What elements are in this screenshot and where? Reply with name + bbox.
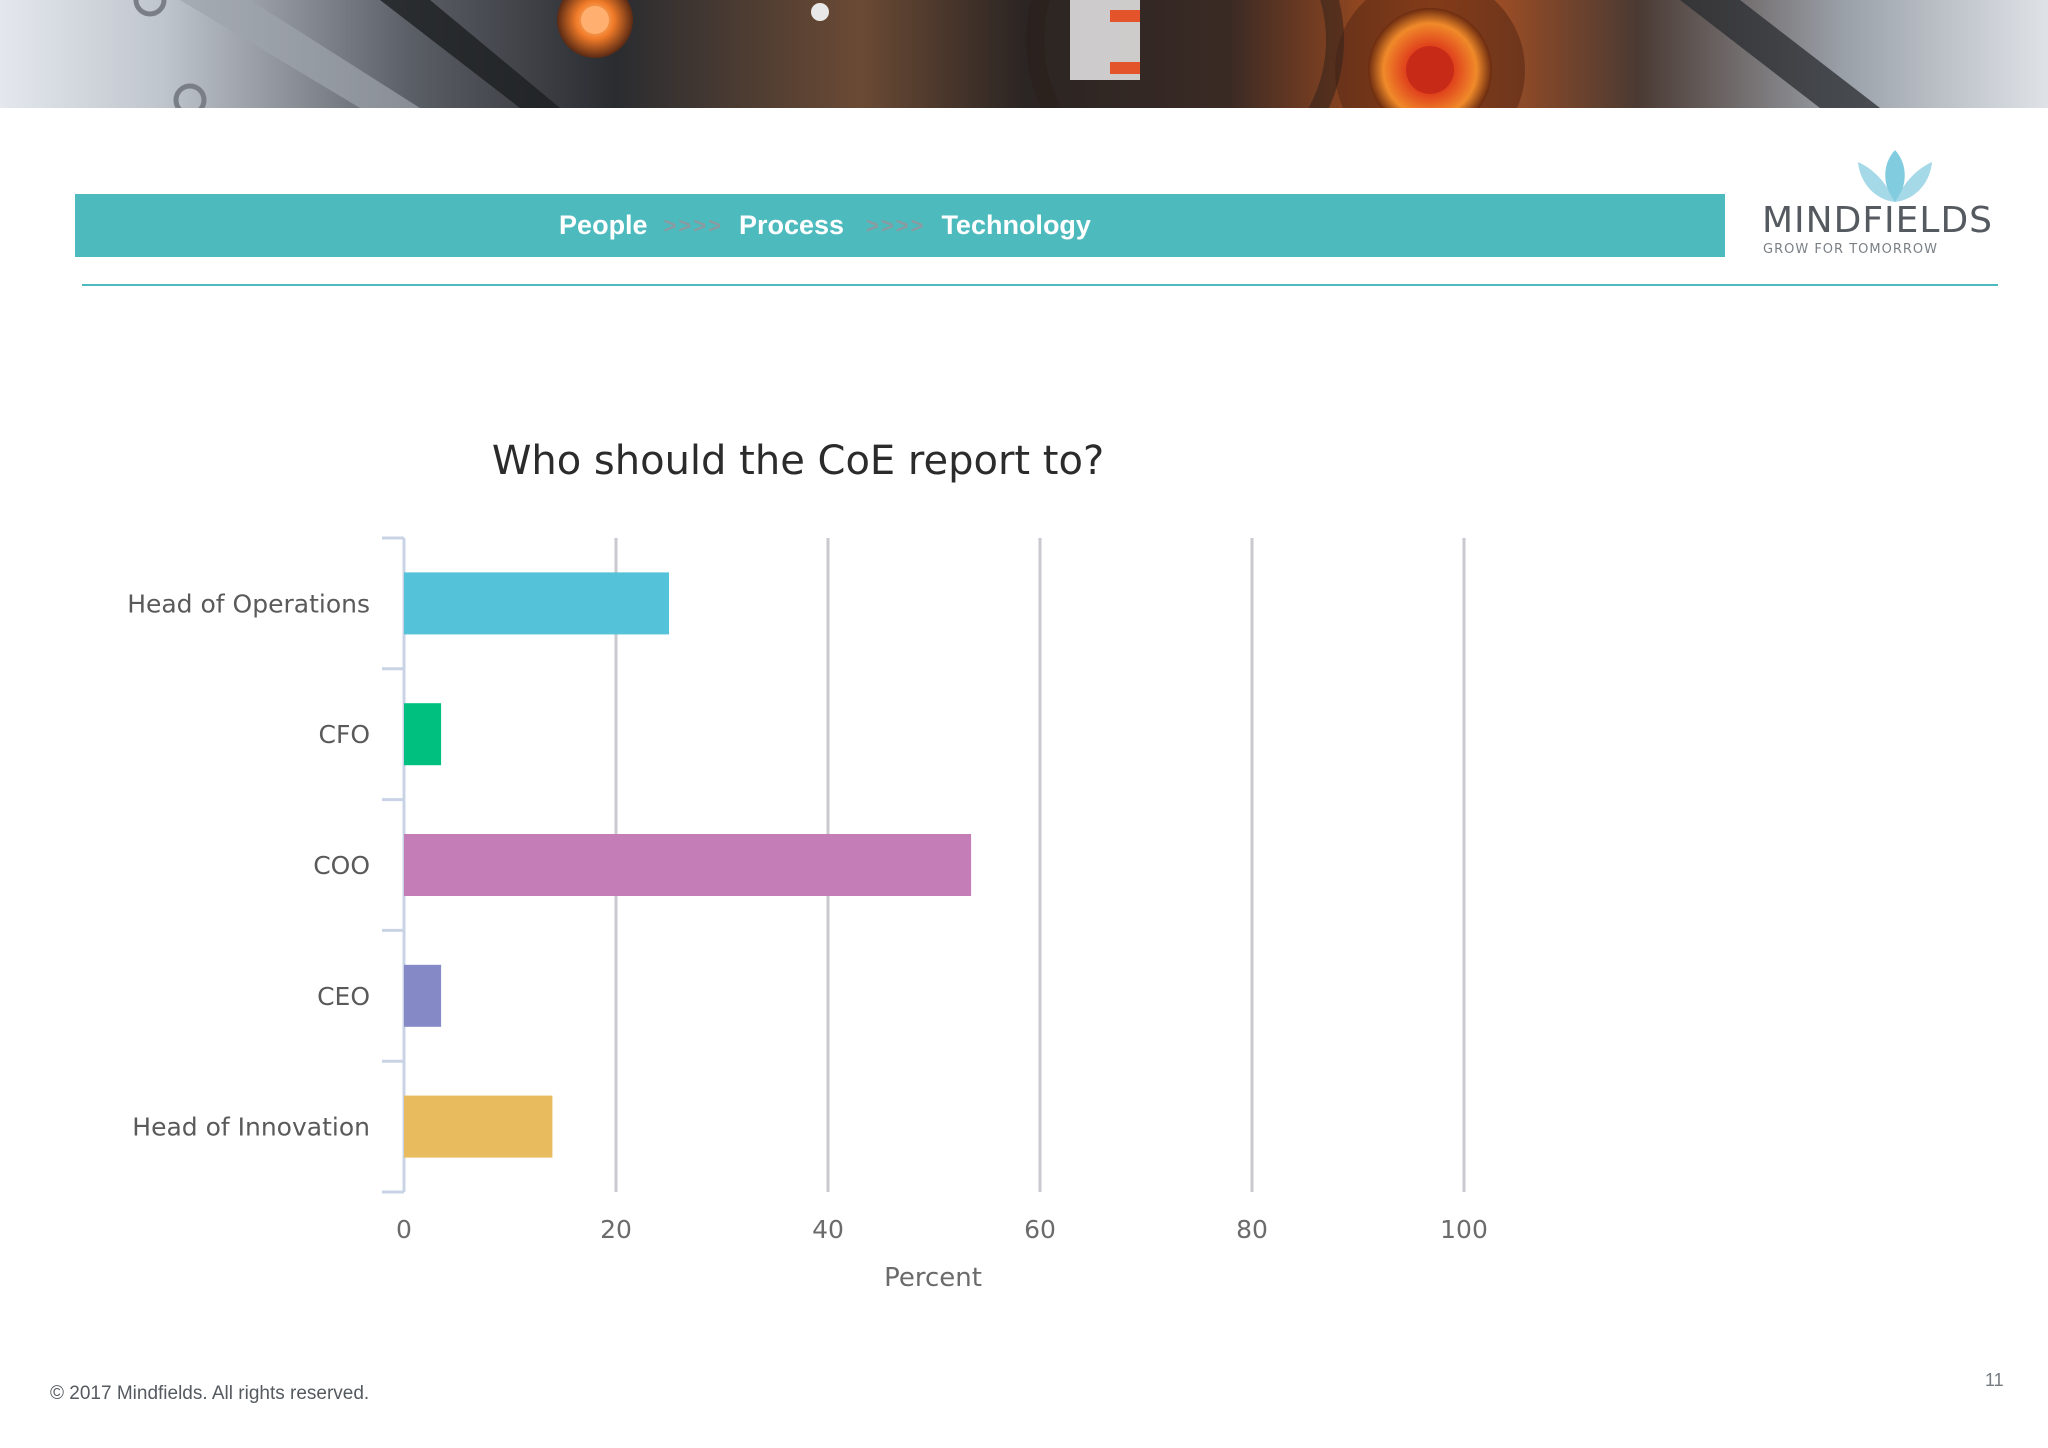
x-tick-label: 20 — [600, 1215, 632, 1244]
lotus-icon — [1858, 150, 1932, 202]
y-category-label: COO — [313, 851, 370, 880]
x-tick-label: 0 — [396, 1215, 412, 1244]
x-tick-label: 100 — [1440, 1215, 1488, 1244]
page-number: 11 — [1985, 1370, 2004, 1390]
logo-tagline: GROW FOR TOMORROW — [1763, 242, 1938, 257]
header-photo — [0, 0, 2048, 108]
robot-photo-image — [0, 0, 2048, 108]
banner-separator: >>>> — [663, 212, 723, 238]
logo-wordmark: MINDFIELDS — [1762, 200, 1994, 241]
mindfields-logo: MINDFIELDS GROW FOR TOMORROW — [1758, 148, 2018, 258]
copyright-text: © 2017 Mindfields. All rights reserved. — [50, 1383, 370, 1404]
banner-process: Process — [738, 210, 845, 240]
header-divider — [82, 284, 1998, 286]
x-tick-label: 60 — [1024, 1215, 1056, 1244]
banner-text: People >>>> Process >>>> Technology — [559, 210, 1091, 241]
bar — [404, 964, 442, 1027]
banner-bar: People >>>> Process >>>> Technology — [75, 194, 1725, 257]
banner-separator: >>>> — [866, 212, 926, 238]
x-tick-label: 80 — [1236, 1215, 1268, 1244]
bar — [404, 1095, 553, 1158]
y-category-label: CEO — [317, 982, 370, 1011]
banner-people: People — [559, 210, 648, 240]
y-category-label: Head of Operations — [127, 589, 370, 618]
y-category-label: CFO — [318, 720, 370, 749]
bar — [404, 572, 669, 635]
x-tick-label: 40 — [812, 1215, 844, 1244]
banner-technology: Technology — [941, 210, 1091, 240]
bar — [404, 834, 972, 896]
y-category-label: Head of Innovation — [132, 1113, 370, 1142]
chart-title: Who should the CoE report to? — [492, 438, 1104, 484]
x-axis-label: Percent — [884, 1263, 982, 1293]
bar — [404, 703, 442, 766]
